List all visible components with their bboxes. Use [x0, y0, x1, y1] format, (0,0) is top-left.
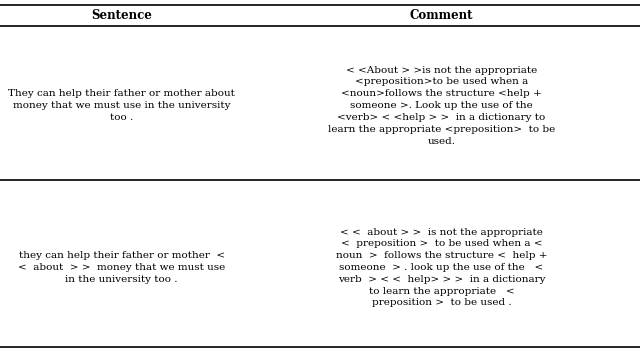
- Text: < <About > >is not the appropriate
<preposition>to be used when a
<noun>follows : < <About > >is not the appropriate <prep…: [328, 66, 556, 145]
- Text: Sentence: Sentence: [91, 10, 152, 22]
- Text: They can help their father or mother about
money that we must use in the univers: They can help their father or mother abo…: [8, 89, 235, 122]
- Text: < <  about > >  is not the appropriate
<  preposition >  to be used when a <
nou: < < about > > is not the appropriate < p…: [336, 228, 547, 307]
- Text: Comment: Comment: [410, 10, 474, 22]
- Text: they can help their father or mother  <
<  about  > >  money that we must use
in: they can help their father or mother < <…: [18, 251, 225, 284]
